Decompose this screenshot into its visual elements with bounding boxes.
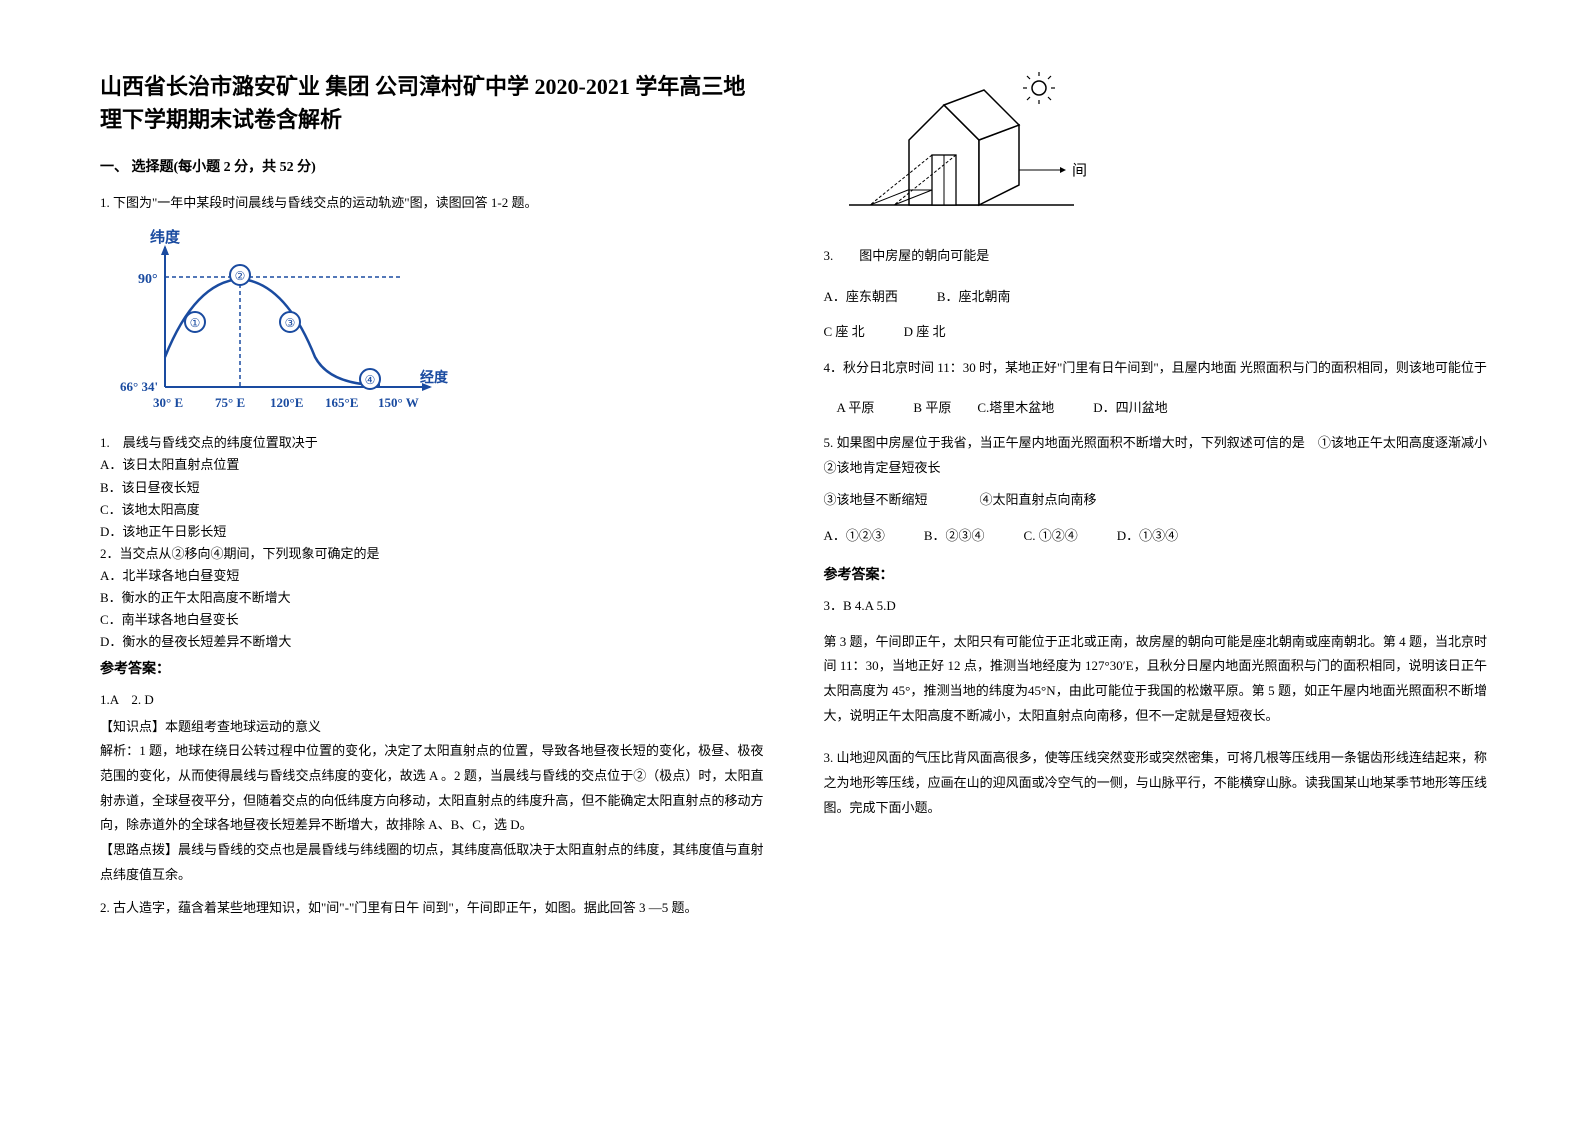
- q4-stem: 4．秋分日北京时间 11：30 时，某地正好"门里有日午间到"，且屋内地面 光照…: [824, 356, 1488, 381]
- svg-text:30° E: 30° E: [153, 395, 183, 410]
- q2-opt-b: B．衡水的正午太阳高度不断增大: [100, 587, 764, 609]
- answer-1: 1.A 2. D: [100, 688, 764, 711]
- q1-opt-a: A．该日太阳直射点位置: [100, 454, 764, 476]
- svg-text:③: ③: [285, 316, 296, 330]
- q2-opt-c: C．南半球各地白昼变长: [100, 609, 764, 631]
- q5-stem: 5. 如果图中房屋位于我省，当正午屋内地面光照面积不断增大时，下列叙述可信的是 …: [824, 431, 1488, 480]
- svg-text:120°E: 120°E: [270, 395, 303, 410]
- q3-opts: A．座东朝西 B．座北朝南: [824, 285, 1488, 308]
- right-column: 间 3. 图中房屋的朝向可能是 A．座东朝西 B．座北朝南 C 座 北 D 座 …: [824, 70, 1488, 1082]
- q1-intro: 1. 下图为"一年中某段时间晨线与昏线交点的运动轨迹"图，读图回答 1-2 题。: [100, 191, 764, 214]
- house-diagram: 间: [844, 70, 1488, 225]
- q2-intro: 2. 古人造字，蕴含着某些地理知识，如"间"-"门里有日午 间到"，午间即正午，…: [100, 896, 764, 921]
- q5-opts: A．①②③ B．②③④ C. ①②④ D．①③④: [824, 524, 1488, 547]
- svg-text:间: 间: [1072, 162, 1087, 179]
- q4-opts: A 平原 B 平原 C.塔里木盆地 D．四川盆地: [824, 396, 1488, 419]
- svg-text:75° E: 75° E: [215, 395, 245, 410]
- explanation-1: 解析：1 题，地球在绕日公转过程中位置的变化，决定了太阳直射点的位置，导致各地昼…: [100, 739, 764, 838]
- answer-2: 3．B 4.A 5.D: [824, 594, 1488, 617]
- svg-text:①: ①: [190, 316, 201, 330]
- q1-stem: 1. 晨线与昏线交点的纬度位置取决于: [100, 432, 764, 454]
- q1-opt-b: B．该日昼夜长短: [100, 477, 764, 499]
- svg-text:②: ②: [235, 269, 246, 283]
- svg-text:165°E: 165°E: [325, 395, 358, 410]
- q3-intro: 3. 山地迎风面的气压比背风面高很多，使等压线突然变形或突然密集，可将几根等压线…: [824, 746, 1488, 820]
- left-column: 山西省长治市潞安矿业 集团 公司漳村矿中学 2020-2021 学年高三地理下学…: [100, 70, 764, 1082]
- q2-opt-a: A．北半球各地白昼变短: [100, 565, 764, 587]
- knowledge-point: 【知识点】本题组考查地球运动的意义: [100, 715, 764, 740]
- q2-opt-d: D．衡水的昼夜长短差异不断增大: [100, 631, 764, 653]
- doc-title: 山西省长治市潞安矿业 集团 公司漳村矿中学 2020-2021 学年高三地理下学…: [100, 70, 764, 136]
- ylabel: 纬度: [150, 228, 181, 246]
- q3-stem: 3. 图中房屋的朝向可能是: [824, 245, 1488, 267]
- answer-label-1: 参考答案：: [100, 658, 764, 678]
- svg-text:④: ④: [365, 373, 376, 387]
- explanation-2: 【思路点拨】晨线与昏线的交点也是晨昏线与纬线圈的切点，其纬度高低取决于太阳直射点…: [100, 838, 764, 887]
- svg-text:90°: 90°: [138, 272, 158, 287]
- svg-text:经度: 经度: [420, 369, 449, 386]
- q5-line2: ③该地昼不断缩短 ④太阳直射点向南移: [824, 488, 1488, 511]
- section-header: 一、 选择题(每小题 2 分，共 52 分): [100, 156, 764, 176]
- q1-opt-c: C．该地太阳高度: [100, 499, 764, 521]
- svg-text:66° 34': 66° 34': [120, 379, 158, 394]
- trajectory-chart: 纬度 90° 66° 34' 经度 30° E 75° E 120°E 165°…: [120, 227, 764, 422]
- q3-opts2: C 座 北 D 座 北: [824, 320, 1488, 343]
- explanation-q2: 第 3 题，午间即正午，太阳只有可能位于正北或正南，故房屋的朝向可能是座北朝南或…: [824, 630, 1488, 729]
- q2-stem: 2．当交点从②移向④期间，下列现象可确定的是: [100, 543, 764, 565]
- answer-label-2: 参考答案：: [824, 564, 1488, 584]
- svg-text:150° W: 150° W: [378, 395, 419, 410]
- q1-opt-d: D．该地正午日影长短: [100, 521, 764, 543]
